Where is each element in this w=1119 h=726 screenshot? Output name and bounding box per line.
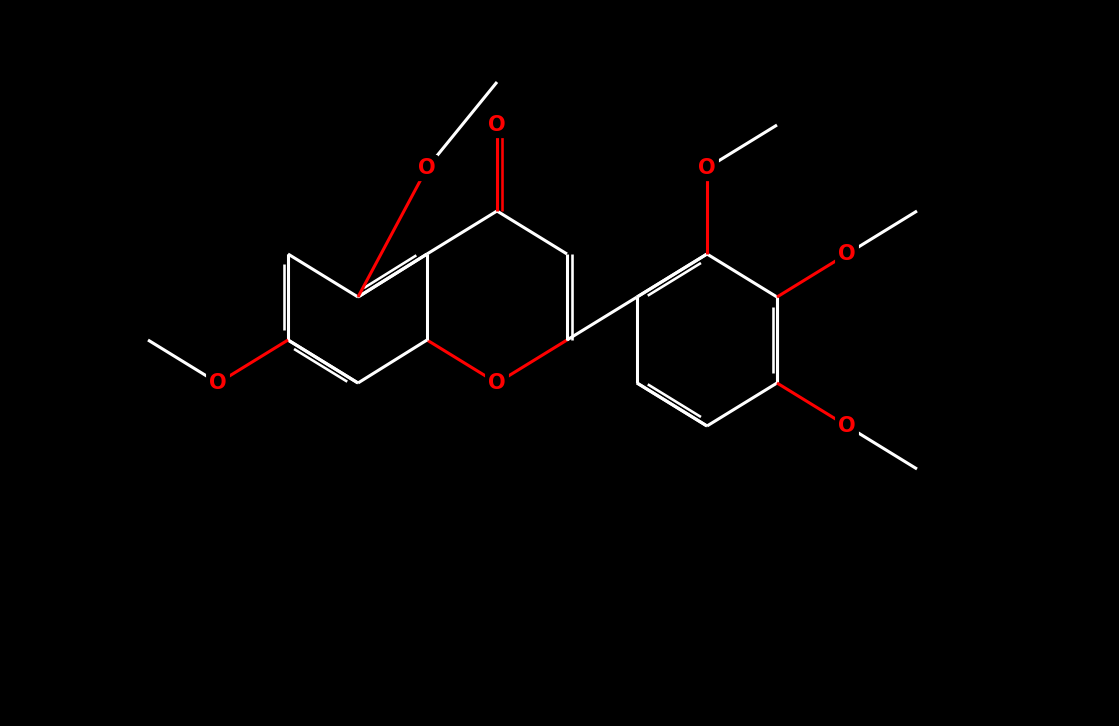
Text: O: O: [209, 373, 227, 393]
Text: O: O: [488, 115, 506, 135]
Text: O: O: [488, 373, 506, 393]
Text: O: O: [698, 158, 716, 178]
Text: O: O: [419, 158, 435, 178]
Text: O: O: [838, 244, 856, 264]
Text: O: O: [838, 416, 856, 436]
